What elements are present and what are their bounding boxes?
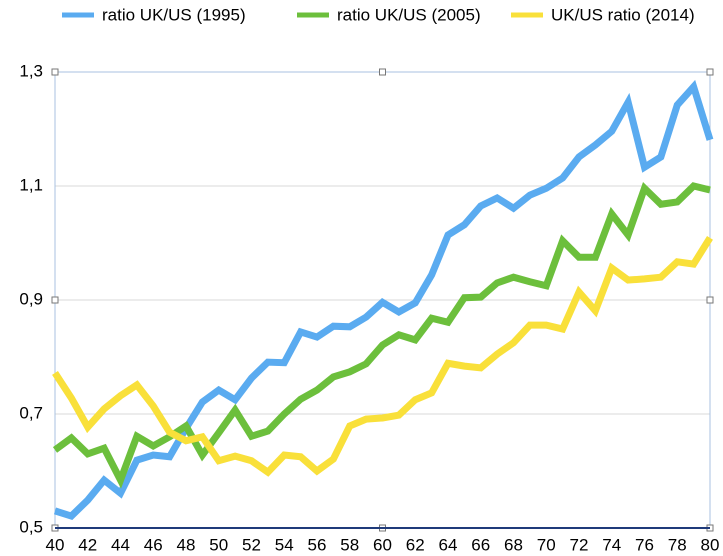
frame-handle	[706, 68, 714, 76]
x-tick-label: 40	[46, 535, 65, 554]
frame-handle	[706, 296, 714, 304]
y-tick-label: 0,5	[19, 517, 43, 536]
x-tick-label: 42	[78, 535, 97, 554]
y-tick-label: 0,9	[19, 289, 43, 308]
series-line	[52, 236, 713, 477]
legend-label: ratio UK/US (1995)	[102, 5, 246, 24]
x-tick-label: 50	[209, 535, 228, 554]
x-tick-label: 64	[439, 535, 458, 554]
x-tick-label: 52	[242, 535, 261, 554]
x-tick-label: 80	[701, 535, 720, 554]
x-tick-label: 44	[111, 535, 130, 554]
x-tick-label: 78	[668, 535, 687, 554]
x-tick-label: 66	[471, 535, 490, 554]
x-tick-label: 72	[570, 535, 589, 554]
legend-label: UK/US ratio (2014)	[551, 5, 695, 24]
x-tick-label: 70	[537, 535, 556, 554]
x-tick-label: 56	[308, 535, 327, 554]
frame-handle	[51, 296, 59, 304]
x-tick-label: 62	[406, 535, 425, 554]
x-tick-label: 46	[144, 535, 163, 554]
y-tick-label: 1,1	[19, 175, 43, 194]
x-tick-label: 74	[602, 535, 621, 554]
legend-label: ratio UK/US (2005)	[337, 5, 481, 24]
y-tick-label: 0,7	[19, 403, 43, 422]
y-tick-label: 1,3	[19, 61, 43, 80]
x-tick-label: 60	[373, 535, 392, 554]
x-tick-label: 54	[275, 535, 294, 554]
series-line	[52, 181, 711, 489]
x-tick-label: 76	[635, 535, 654, 554]
frame-handle	[379, 68, 386, 76]
x-tick-label: 58	[340, 535, 359, 554]
frame-handle	[51, 68, 59, 76]
x-tick-label: 68	[504, 535, 523, 554]
x-tick-label: 48	[177, 535, 196, 554]
series-line	[53, 79, 714, 520]
